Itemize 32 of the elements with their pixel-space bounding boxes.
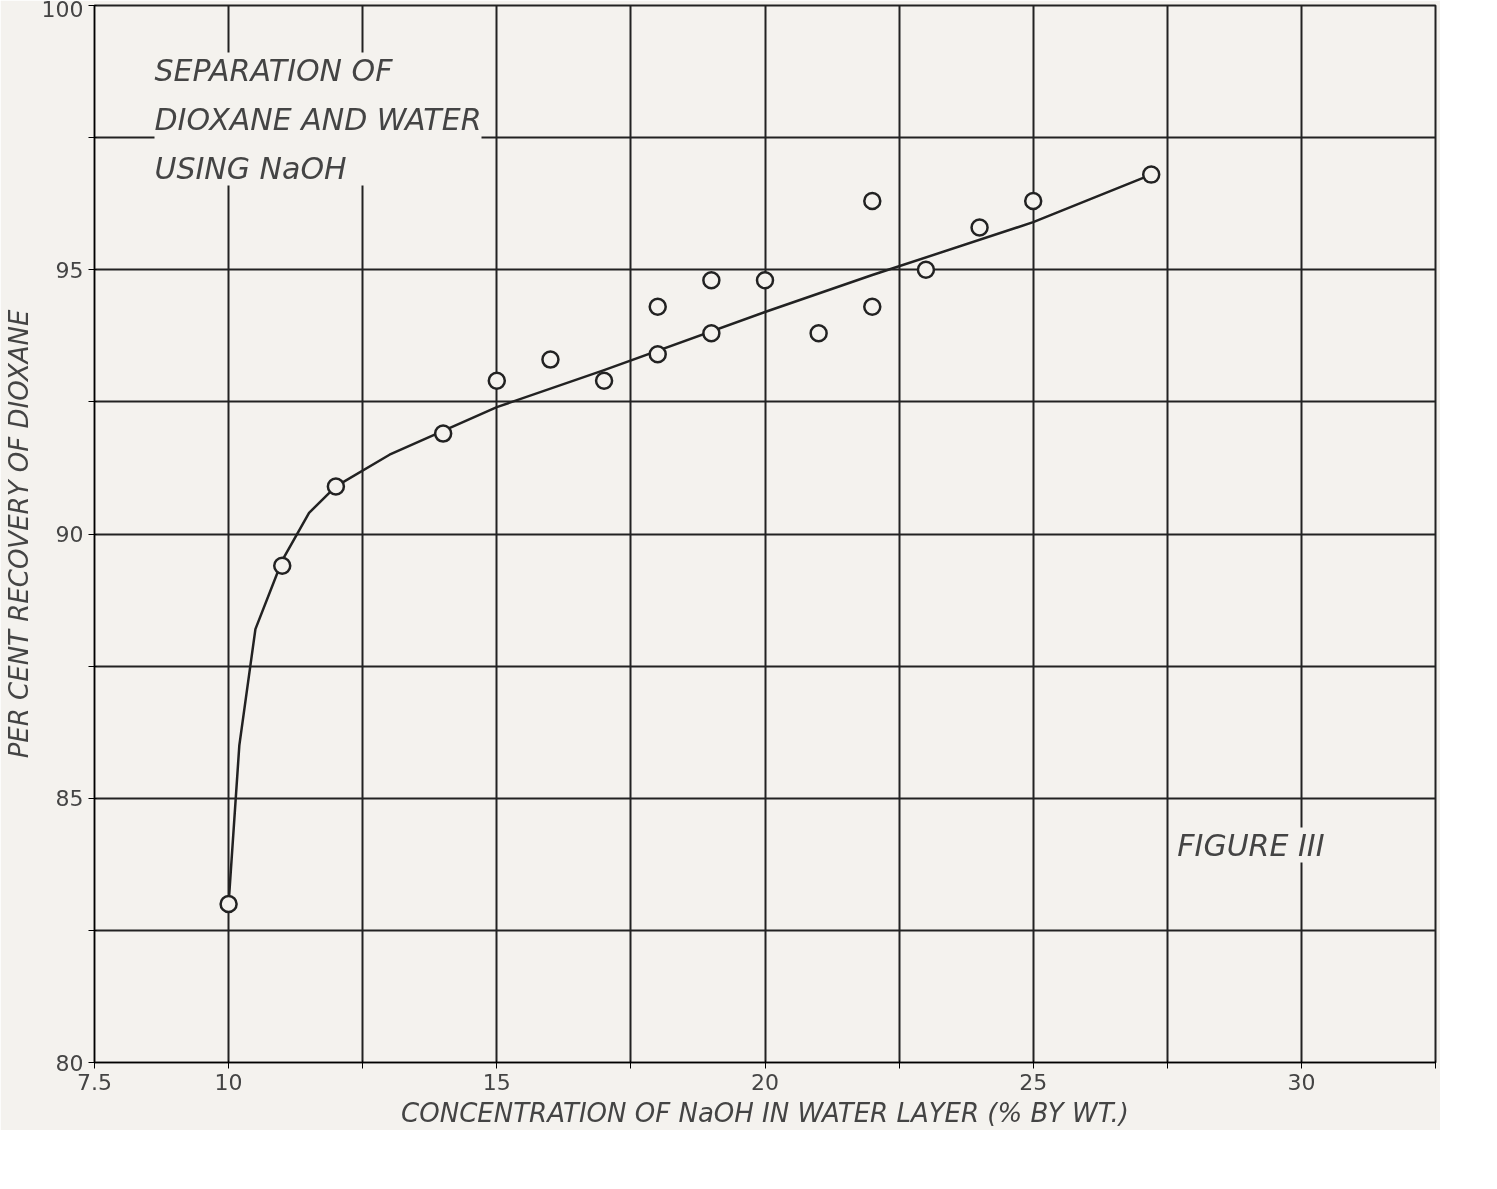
point — [326, 477, 346, 496]
x-tick-label: 15 — [482, 1069, 511, 1095]
point — [970, 218, 989, 237]
point — [219, 894, 238, 914]
annotation: FIGURE III — [1177, 827, 1325, 863]
y-tick-label: 95 — [55, 257, 84, 283]
x-axis-title: CONCENTRATION OF NaOH IN WATER LAYER (% BY WT.) — [401, 1097, 1129, 1128]
point — [487, 371, 507, 390]
point — [594, 371, 614, 390]
y-axis-title: PER CENT RECOVERY OF DIOXANE — [3, 309, 34, 759]
point — [1023, 191, 1043, 211]
x-tick-label: 20 — [751, 1069, 779, 1095]
x-tick-label: 25 — [1019, 1069, 1048, 1095]
point — [648, 297, 667, 316]
x-tick-label: 10 — [214, 1069, 243, 1095]
point — [863, 191, 882, 211]
point — [272, 556, 292, 575]
point — [702, 323, 721, 343]
y-tick-label: 100 — [41, 0, 84, 22]
point — [863, 297, 882, 316]
point — [809, 323, 828, 343]
point — [1141, 165, 1161, 184]
y-tick-label: 90 — [55, 522, 84, 547]
point — [541, 350, 560, 369]
point — [755, 271, 775, 290]
point — [648, 345, 667, 364]
x-tick-label: 30 — [1287, 1069, 1316, 1095]
point — [433, 424, 453, 443]
point — [702, 271, 721, 290]
y-tick-label: 85 — [55, 786, 84, 812]
text: SEPARATION OF DIOXANE AND WATER USING NaOH — [154, 52, 482, 186]
point — [916, 260, 936, 279]
